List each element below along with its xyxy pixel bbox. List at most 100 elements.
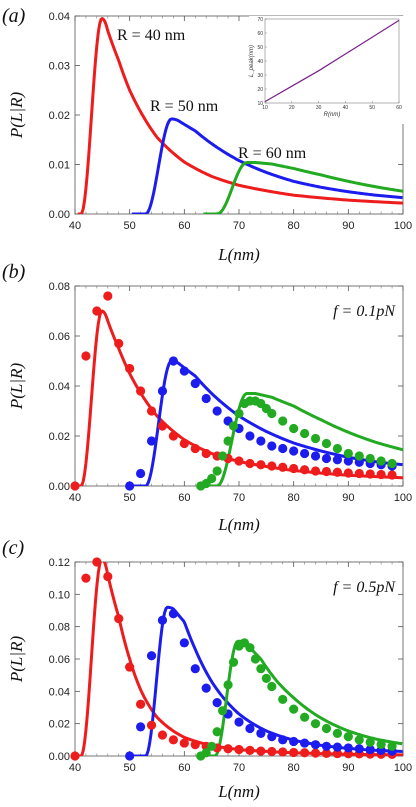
y-axis-title: P(L|R): [7, 92, 26, 140]
data-point-R40: [332, 748, 342, 759]
inset-x-tick-label: 60: [396, 105, 402, 111]
data-point-R60: [321, 723, 332, 734]
inset-y-tick-label: 40: [257, 59, 263, 65]
data-point-R40: [343, 468, 353, 478]
data-point-R40: [103, 291, 113, 301]
data-point-R60: [278, 416, 288, 426]
y-tick-label: 0.01: [49, 160, 70, 172]
data-point-R60: [261, 673, 271, 684]
data-point-R40: [103, 571, 113, 582]
data-point-R50: [136, 468, 146, 479]
x-tick-label: 90: [342, 762, 354, 774]
data-point-R50: [256, 728, 266, 738]
data-point-R40: [365, 469, 375, 479]
data-point-R50: [365, 744, 375, 755]
x-tick-label: 50: [124, 762, 136, 774]
force-annotation: f = 0.5pN: [333, 579, 396, 596]
data-point-R50: [190, 378, 200, 389]
inset-x-tick-label: 50: [369, 105, 375, 111]
data-point-R50: [168, 609, 178, 619]
y-axis-title: P(L|R): [7, 363, 26, 411]
data-point-R40: [289, 463, 299, 474]
data-point-R50: [179, 638, 189, 648]
x-tick-label: 50: [124, 492, 136, 504]
data-point-R60: [218, 706, 228, 716]
inset-y-tick-label: 30: [257, 73, 263, 79]
data-point-R50: [278, 443, 288, 454]
data-point-R50: [278, 735, 288, 745]
data-point-R40: [92, 557, 102, 567]
data-point-R40: [278, 462, 288, 472]
data-point-R50: [256, 436, 266, 446]
data-point-R60: [343, 732, 353, 742]
annotation-r50: R = 50 nm: [150, 98, 219, 115]
data-point-R40: [157, 421, 168, 431]
data-point-R40: [201, 448, 211, 459]
plot-area: [77, 17, 403, 214]
data-point-R60: [278, 694, 288, 705]
data-point-R60: [228, 657, 239, 667]
y-tick-label: 0.12: [49, 557, 70, 569]
y-tick-label: 0.02: [49, 719, 70, 731]
data-point-R40: [157, 730, 168, 740]
data-point-R40: [310, 466, 321, 476]
data-point-R40: [321, 466, 332, 477]
data-point-R40: [179, 438, 189, 449]
series-line-R60: [203, 392, 403, 486]
data-point-R60: [212, 466, 222, 476]
x-tick-label: 60: [178, 220, 190, 232]
x-tick-label: 80: [288, 762, 300, 774]
data-point-R60: [207, 473, 217, 484]
data-point-R60: [354, 451, 364, 461]
data-point-R50: [168, 356, 178, 366]
data-point-R50: [267, 732, 277, 742]
data-point-R40: [300, 465, 310, 475]
data-point-R50: [300, 738, 310, 748]
data-point-R60: [387, 741, 397, 751]
inset-chart: 10 20 30 40 50 60 10 20 30 40 50 60 70 R(nm) L_peak(nm…: [249, 16, 405, 124]
x-axis-title: L(nm): [217, 782, 260, 801]
data-point-R50: [146, 651, 157, 661]
data-point-R40: [92, 306, 102, 316]
data-point-R50: [267, 441, 277, 451]
x-tick-label: 90: [342, 492, 354, 504]
inset-x-tick-label: 40: [343, 105, 349, 111]
data-point-R40: [310, 748, 321, 758]
data-point-R40: [114, 338, 124, 349]
x-tick-label: 60: [178, 762, 190, 774]
data-point-R40: [234, 744, 244, 755]
inset-y-tick-label: 50: [257, 45, 263, 51]
data-point-R60: [223, 436, 233, 446]
x-tick-label: 50: [124, 220, 136, 232]
x-tick-label: 100: [394, 220, 412, 232]
inset-x-tick-label: 20: [289, 105, 295, 111]
x-tick-label: 100: [394, 492, 412, 504]
data-point-R50: [300, 448, 310, 459]
inset-x-tick-label: 10: [262, 105, 268, 111]
data-point-R40: [168, 735, 178, 745]
data-point-R60: [228, 421, 239, 431]
inset-y-tick-label: 20: [257, 87, 263, 93]
data-point-R50: [212, 406, 222, 416]
data-point-R40: [278, 747, 288, 757]
data-point-R40: [267, 461, 277, 471]
data-point-R40: [146, 406, 157, 416]
inset-y-tick-label: 60: [257, 31, 263, 37]
data-point-R60: [387, 458, 397, 469]
y-tick-label: 0.00: [49, 209, 70, 221]
data-point-R50: [332, 455, 342, 465]
y-tick-label: 0.04: [49, 686, 70, 698]
inset-y-tick-label: 10: [257, 101, 263, 107]
annotation-r60: R = 60 nm: [238, 145, 307, 162]
data-point-R40: [81, 351, 91, 361]
data-point-R50: [125, 481, 135, 491]
data-point-R60: [300, 428, 310, 439]
force-annotation: f = 0.1pN: [333, 303, 396, 320]
data-point-R60: [289, 423, 299, 434]
x-tick-label: 70: [233, 492, 245, 504]
y-tick-label: 0.00: [49, 751, 70, 763]
y-tick-label: 0.10: [49, 589, 70, 601]
inset-x-title: R(nm): [324, 112, 341, 118]
data-point-R50: [343, 743, 353, 753]
